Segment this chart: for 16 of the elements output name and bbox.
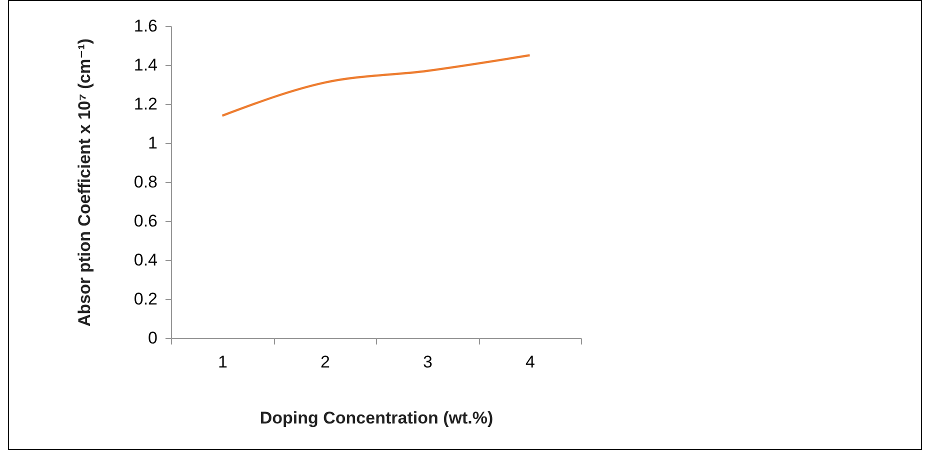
y-tick-label: 1.6 xyxy=(134,16,158,36)
y-tick-label: 0.4 xyxy=(134,250,158,270)
x-tick-label: 3 xyxy=(423,352,432,372)
y-tick-label: 1 xyxy=(148,134,158,152)
y-tick-label: 0 xyxy=(148,328,158,348)
x-tick-label: 2 xyxy=(320,352,330,372)
y-tick-label: 0.2 xyxy=(134,290,158,308)
x-tick-label: 4 xyxy=(526,352,535,372)
y-tick-label: 1.4 xyxy=(134,56,158,74)
y-tick-label: 1.2 xyxy=(134,94,158,114)
line-series xyxy=(221,54,531,117)
y-tick-label: 0.8 xyxy=(134,172,158,192)
x-tick-label: 1 xyxy=(218,352,228,372)
y-axis-title: Absor ption Coefficient x 10⁷ (cm⁻¹) xyxy=(74,38,94,327)
y-tick-label: 0.6 xyxy=(134,212,158,230)
x-axis-title: Doping Concentration (wt.%) xyxy=(260,408,494,428)
